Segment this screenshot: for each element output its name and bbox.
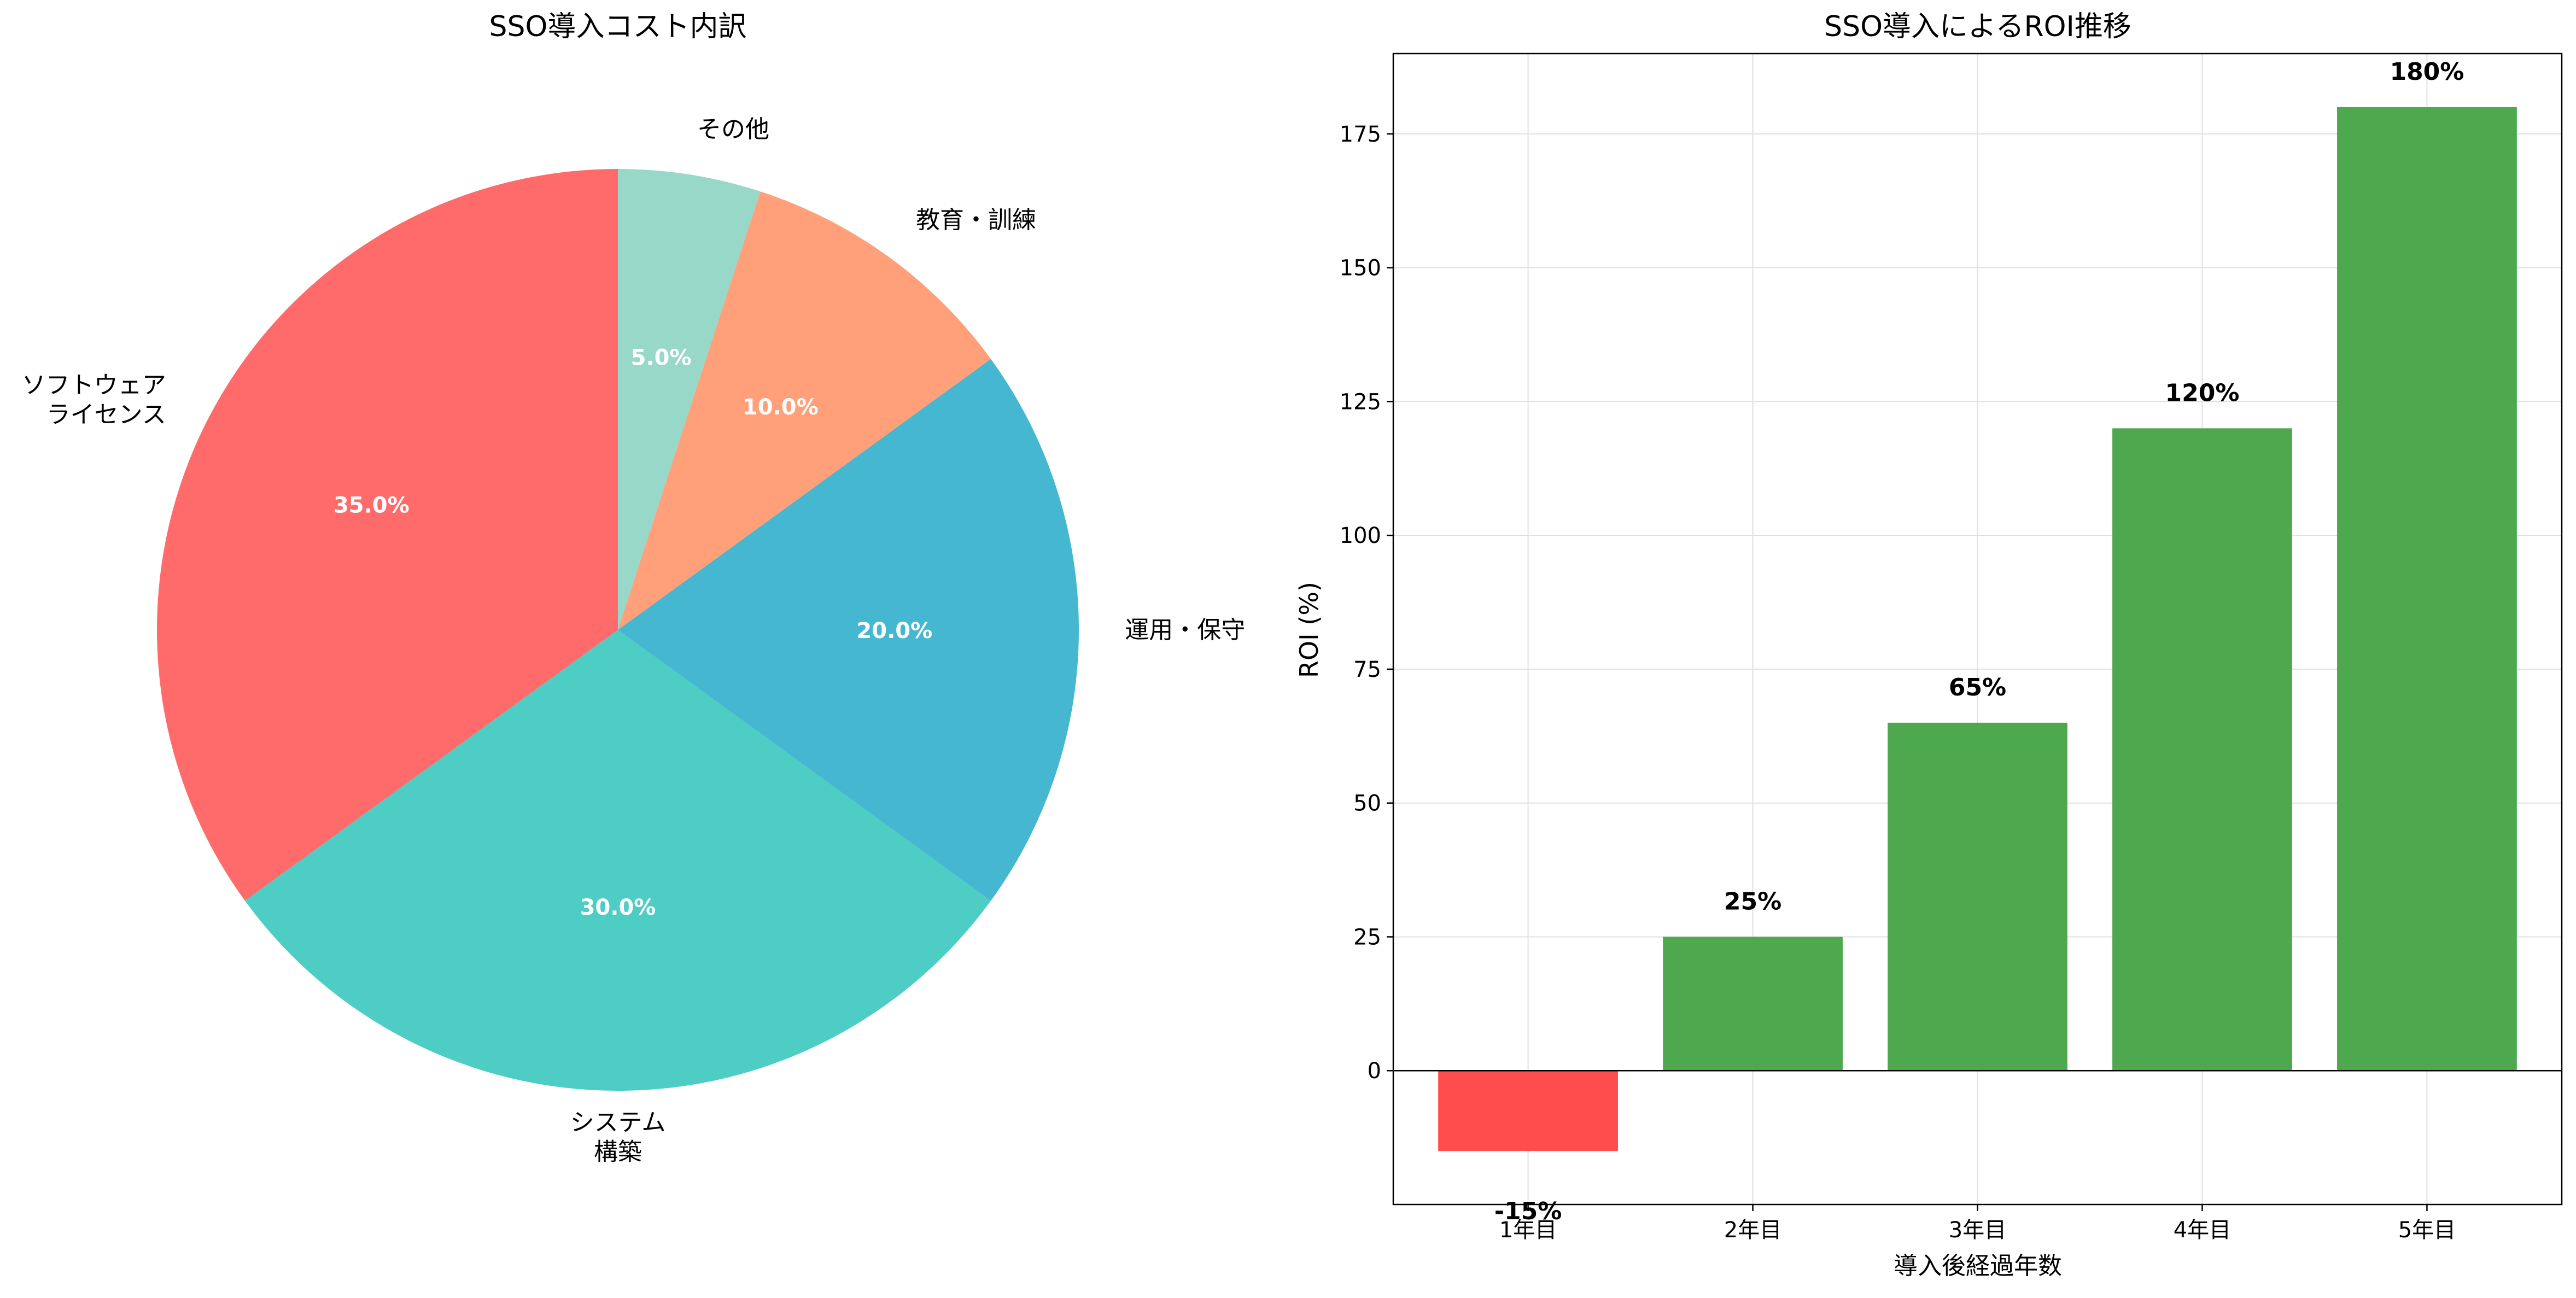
pie-pct-label-0: 35.0% bbox=[334, 493, 410, 518]
pie-chart: SSO導入コスト内訳 35.0% ソフトウェアライセンス 30.0% システム構築 20… bbox=[22, 10, 1246, 1166]
pie-pct-label-1: 30.0% bbox=[580, 895, 656, 920]
pie-category-label-4: その他 bbox=[697, 115, 769, 143]
pie-slice-0 bbox=[157, 169, 618, 901]
pie-category-label-0: ソフトウェアライセンス bbox=[22, 371, 166, 429]
bar-value-label-4: 180% bbox=[2390, 58, 2464, 86]
bar-labels: -15% 25% 65% 120% 180% bbox=[1494, 58, 2464, 1225]
bar-chart: SSO導入によるROI推移 0 25 50 75 100 125 150 175 1年目 2年目 3… bbox=[1294, 10, 2563, 1280]
x-tick-label-1: 2年目 bbox=[1724, 1218, 1781, 1243]
pie-slice-3 bbox=[618, 191, 991, 630]
pie-pct-label-3: 10.0% bbox=[743, 395, 819, 420]
bar-value-label-2: 65% bbox=[1949, 674, 2006, 701]
pie-slice-4 bbox=[618, 169, 761, 630]
pie-pct-label-4: 5.0% bbox=[631, 345, 692, 370]
pie-category-label-2: 運用・保守 bbox=[1125, 616, 1245, 644]
y-tick-label-2: 50 bbox=[1353, 791, 1381, 816]
bar-value-label-1: 25% bbox=[1724, 887, 1781, 915]
bar-axes: 0 25 50 75 100 125 150 175 1年目 2年目 3年目 4年目 5年目 bbox=[1340, 52, 2563, 1243]
x-tick-label-3: 4年目 bbox=[2174, 1218, 2231, 1243]
bar-title: SSO導入によるROI推移 bbox=[1824, 10, 2131, 43]
y-tick-label-6: 150 bbox=[1340, 256, 1381, 281]
x-axis-label: 導入後経過年数 bbox=[1894, 1252, 2062, 1280]
y-tick-label-0: 0 bbox=[1368, 1059, 1381, 1084]
y-axis-label: ROI (%) bbox=[1294, 582, 1324, 678]
y-tick-label-7: 175 bbox=[1340, 122, 1381, 147]
y-tick-label-3: 75 bbox=[1353, 657, 1381, 682]
y-tick-label-5: 125 bbox=[1340, 389, 1381, 414]
bar-0 bbox=[1438, 1071, 1618, 1151]
y-tick-label-4: 100 bbox=[1340, 523, 1381, 548]
pie-labels: 35.0% ソフトウェアライセンス 30.0% システム構築 20.0% 運用・保守 10.… bbox=[22, 115, 1246, 1166]
bar-3 bbox=[2112, 428, 2292, 1071]
bar-1 bbox=[1663, 937, 1843, 1071]
pie-category-label-3: 教育・訓練 bbox=[916, 206, 1036, 234]
bar-value-label-3: 120% bbox=[2165, 379, 2239, 407]
x-tick-label-4: 5年目 bbox=[2398, 1218, 2456, 1243]
pie-slice-1 bbox=[244, 630, 991, 1091]
pie-slice-2 bbox=[618, 359, 1079, 901]
bar-2 bbox=[1888, 722, 2067, 1071]
pie-category-label-1: システム構築 bbox=[570, 1108, 666, 1166]
y-tick-label-1: 25 bbox=[1353, 925, 1381, 950]
x-tick-label-0: 1年目 bbox=[1499, 1218, 1557, 1243]
pie-title: SSO導入コスト内訳 bbox=[489, 10, 747, 43]
pie-slices bbox=[157, 169, 1079, 1091]
bar-value-label-0: -15% bbox=[1494, 1197, 1562, 1225]
pie-pct-label-2: 20.0% bbox=[856, 618, 932, 644]
bar-4 bbox=[2337, 107, 2517, 1071]
bar-bars bbox=[1438, 107, 2517, 1151]
x-tick-label-2: 3年目 bbox=[1949, 1218, 2006, 1243]
